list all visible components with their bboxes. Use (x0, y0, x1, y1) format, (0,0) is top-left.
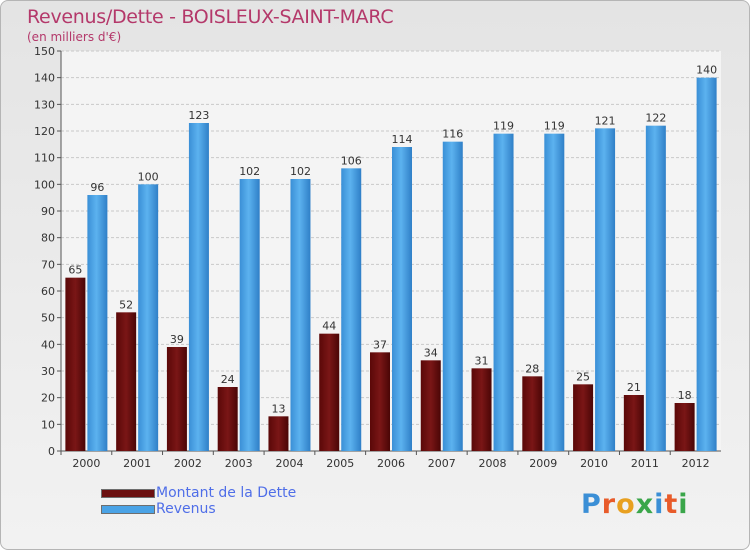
y-tick-label: 50 (41, 312, 55, 325)
bar-revenus (544, 133, 565, 451)
bar-dette (319, 333, 340, 451)
y-tick-label: 100 (34, 178, 55, 191)
data-label-dette: 31 (475, 354, 489, 367)
x-tick-label: 2007 (428, 457, 456, 470)
bar-revenus (239, 179, 260, 451)
data-label-revenus: 121 (595, 114, 616, 127)
bar-revenus (290, 179, 311, 451)
logo-letter: o (616, 489, 636, 520)
proxiti-logo: Proxiti (581, 489, 689, 520)
bar-dette (674, 403, 695, 451)
bar-revenus (392, 147, 412, 451)
y-tick-label: 60 (41, 285, 55, 298)
data-label-dette: 34 (424, 346, 438, 359)
bar-dette (623, 395, 644, 451)
bar-revenus (87, 195, 108, 451)
x-tick-label: 2004 (275, 457, 303, 470)
chart-subtitle: (en milliers d'€) (27, 30, 122, 44)
x-tick-label: 2010 (580, 457, 608, 470)
logo-letter: P (581, 489, 602, 520)
x-tick-label: 2009 (529, 457, 557, 470)
y-tick-label: 10 (41, 418, 55, 431)
data-label-dette: 24 (221, 373, 235, 386)
logo-letter: r (601, 489, 617, 520)
bar-dette (217, 387, 238, 451)
y-tick-label: 90 (41, 205, 55, 218)
x-tick-label: 2006 (377, 457, 405, 470)
plot-area (61, 51, 721, 451)
bar-revenus (696, 77, 717, 452)
bar-dette (420, 360, 441, 451)
bar-revenus (138, 184, 159, 452)
x-tick-label: 2008 (479, 457, 507, 470)
data-label-revenus: 119 (493, 120, 514, 133)
data-label-revenus: 106 (341, 154, 362, 167)
bar-revenus (493, 133, 514, 451)
legend-swatch-revenus (101, 505, 155, 514)
bar-dette (370, 352, 390, 451)
bar-revenus (595, 128, 616, 451)
y-tick-label: 120 (34, 125, 55, 138)
y-tick-label: 140 (34, 72, 55, 85)
data-label-dette: 28 (525, 362, 539, 375)
legend-label-revenus: Revenus (156, 501, 216, 517)
y-tick-label: 30 (41, 365, 55, 378)
legend-swatch-dette (101, 489, 155, 498)
logo-letter: i (678, 489, 689, 520)
data-label-revenus: 116 (442, 128, 463, 141)
bar-dette (268, 416, 289, 451)
bar-dette (522, 376, 543, 451)
bar-revenus (341, 168, 362, 452)
x-tick-label: 2002 (174, 457, 202, 470)
x-tick-label: 2001 (123, 457, 151, 470)
data-label-revenus: 122 (645, 112, 666, 125)
data-label-revenus: 96 (90, 181, 104, 194)
data-label-dette: 13 (271, 402, 285, 415)
bar-dette (573, 384, 594, 451)
legend-label-dette: Montant de la Dette (156, 485, 297, 501)
y-tick-label: 70 (41, 258, 55, 271)
y-tick-label: 150 (34, 45, 55, 58)
bar-revenus (188, 123, 209, 451)
bar-revenus (442, 141, 463, 451)
data-label-dette: 52 (119, 298, 133, 311)
y-tick-label: 40 (41, 338, 55, 351)
data-label-revenus: 102 (239, 165, 260, 178)
data-label-revenus: 119 (544, 120, 565, 133)
y-tick-label: 0 (48, 445, 55, 458)
y-tick-label: 130 (34, 98, 55, 111)
chart-title: Revenus/Dette - BOISLEUX-SAINT-MARC (27, 6, 394, 28)
logo-letter: i (654, 489, 665, 520)
data-label-dette: 37 (373, 338, 387, 351)
x-tick-label: 2005 (326, 457, 354, 470)
x-tick-label: 2003 (225, 457, 253, 470)
data-label-dette: 25 (576, 370, 590, 383)
data-label-dette: 21 (627, 381, 641, 394)
data-label-dette: 44 (322, 320, 336, 333)
data-label-dette: 65 (68, 264, 82, 277)
logo-letter: x (635, 489, 655, 520)
data-label-dette: 39 (170, 333, 184, 346)
x-tick-label: 2011 (631, 457, 659, 470)
data-label-revenus: 102 (290, 165, 311, 178)
data-label-dette: 18 (678, 389, 692, 402)
bar-revenus (645, 125, 666, 452)
bar-dette (471, 368, 492, 451)
y-tick-label: 110 (34, 152, 55, 165)
logo-letter: t (664, 489, 679, 520)
y-tick-label: 20 (41, 392, 55, 405)
data-label-revenus: 123 (188, 109, 209, 122)
bar-dette (65, 277, 86, 451)
x-tick-label: 2012 (682, 457, 710, 470)
x-tick-label: 2000 (72, 457, 100, 470)
y-tick-label: 80 (41, 232, 55, 245)
data-label-revenus: 114 (392, 133, 413, 146)
data-label-revenus: 100 (138, 170, 159, 183)
bar-dette (166, 347, 187, 451)
data-label-revenus: 140 (696, 64, 717, 77)
bar-dette (116, 312, 137, 451)
